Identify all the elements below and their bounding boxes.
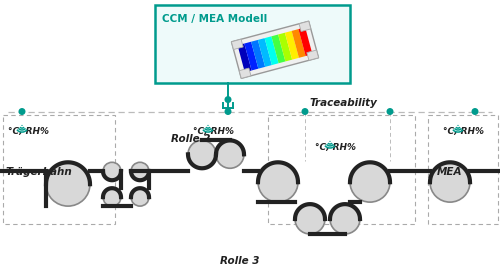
Text: °C, RH%: °C, RH% xyxy=(193,127,234,136)
Circle shape xyxy=(18,108,26,115)
Bar xyxy=(307,50,318,60)
Circle shape xyxy=(103,162,121,180)
FancyBboxPatch shape xyxy=(155,5,350,83)
Bar xyxy=(244,42,258,70)
Text: °C, RH%: °C, RH% xyxy=(315,143,356,152)
Bar xyxy=(239,68,251,78)
Text: Rolle 2: Rolle 2 xyxy=(171,134,210,144)
Text: MEA: MEA xyxy=(437,167,462,177)
Bar xyxy=(298,27,312,56)
Bar xyxy=(232,21,318,78)
Circle shape xyxy=(258,162,298,202)
Circle shape xyxy=(430,162,470,202)
Circle shape xyxy=(188,140,216,168)
Bar xyxy=(428,115,498,224)
Circle shape xyxy=(46,162,90,206)
Bar xyxy=(3,115,115,224)
Circle shape xyxy=(224,96,232,103)
Text: °C, RH%: °C, RH% xyxy=(443,127,484,136)
Circle shape xyxy=(350,162,390,202)
Bar xyxy=(292,29,306,58)
Text: Rolle 3: Rolle 3 xyxy=(220,256,260,266)
Bar xyxy=(232,39,243,49)
Bar xyxy=(299,21,311,32)
Bar xyxy=(258,38,272,67)
Bar xyxy=(268,115,415,224)
Text: Trägerbahn: Trägerbahn xyxy=(5,167,72,177)
Bar xyxy=(285,31,299,60)
Circle shape xyxy=(295,204,325,234)
Text: CCM / MEA Modell: CCM / MEA Modell xyxy=(162,14,267,24)
Circle shape xyxy=(131,162,149,180)
Circle shape xyxy=(103,188,121,206)
Circle shape xyxy=(330,204,360,234)
Circle shape xyxy=(131,188,149,206)
Circle shape xyxy=(472,108,478,115)
Bar xyxy=(278,33,292,61)
Bar xyxy=(264,36,278,65)
Text: Traceability: Traceability xyxy=(310,97,378,108)
Circle shape xyxy=(386,108,394,115)
Circle shape xyxy=(224,108,232,115)
Circle shape xyxy=(216,140,244,168)
Circle shape xyxy=(302,108,308,115)
Bar xyxy=(251,40,265,69)
Text: °C, RH%: °C, RH% xyxy=(8,127,49,136)
Bar xyxy=(238,44,252,72)
Bar xyxy=(272,34,285,63)
